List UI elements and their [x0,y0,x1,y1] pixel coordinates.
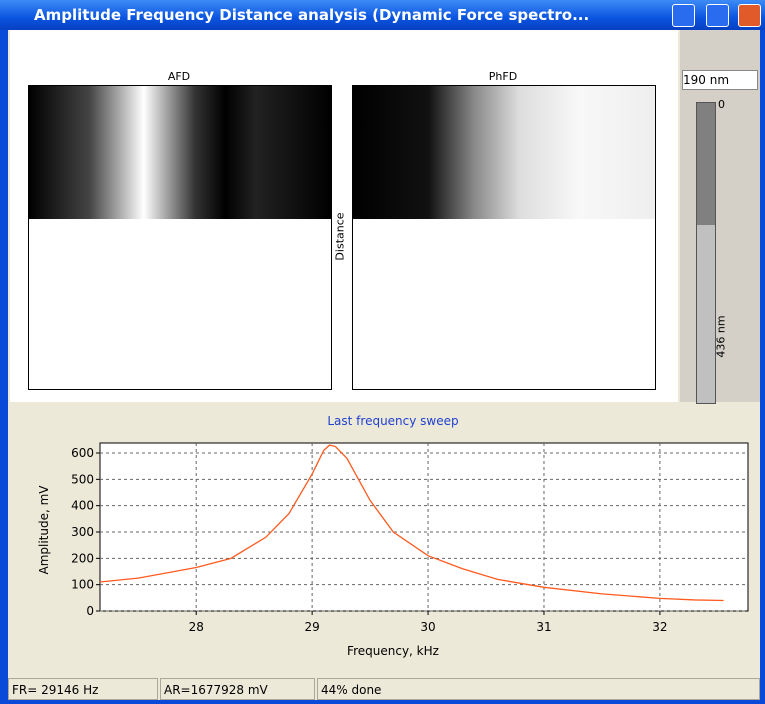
slider-panel: 190 nm 0 436 nm [680,30,760,404]
x-axis-label: Frequency, kHz [347,644,439,658]
y-tick-label: 100 [71,578,94,592]
image-panel: AFD PhFD Distance [10,30,678,402]
window-title: Amplitude Frequency Distance analysis (D… [34,6,590,24]
title-bar: Amplitude Frequency Distance analysis (D… [0,0,765,30]
y-tick-label: 0 [86,604,94,618]
chart-title: Last frequency sweep [327,414,458,428]
x-tick-label: 28 [189,620,204,634]
y-tick-label: 300 [71,525,94,539]
chart: Last frequency sweep Frequency, kHz Ampl… [37,414,749,658]
slider-track[interactable] [696,102,716,404]
plot-area [99,442,749,612]
close-button[interactable] [738,4,761,27]
y-tick-label: 200 [71,551,94,565]
status-progress: 44% done [317,678,760,700]
y-tick-label: 400 [71,499,94,513]
data-line [99,444,724,602]
phfd-image [352,85,656,390]
afd-label: AFD [167,70,191,83]
status-ar: AR=1677928 mV [160,678,315,700]
afd-image [28,85,332,390]
slider-bottom-label: 436 nm [714,315,728,358]
x-tick-label: 29 [304,620,319,634]
status-fr: FR= 29146 Hz [8,678,158,700]
y-tick-label: 500 [71,472,94,486]
minimize-button[interactable] [672,4,695,27]
x-tick-label: 30 [420,620,435,634]
y-axis-label: Amplitude, mV [37,485,51,575]
slider-zero-label: 0 [718,98,725,111]
slider-top-label: 190 nm [682,70,758,90]
y-tick-label: 600 [71,446,94,460]
x-tick-label: 31 [536,620,551,634]
distance-label: Distance [333,212,347,261]
x-tick-label: 32 [652,620,667,634]
phfd-label: PhFD [488,70,518,83]
maximize-button[interactable] [706,4,729,27]
client-area: AFD PhFD Distance 190 nm 0 436 nm Last f… [8,30,760,700]
